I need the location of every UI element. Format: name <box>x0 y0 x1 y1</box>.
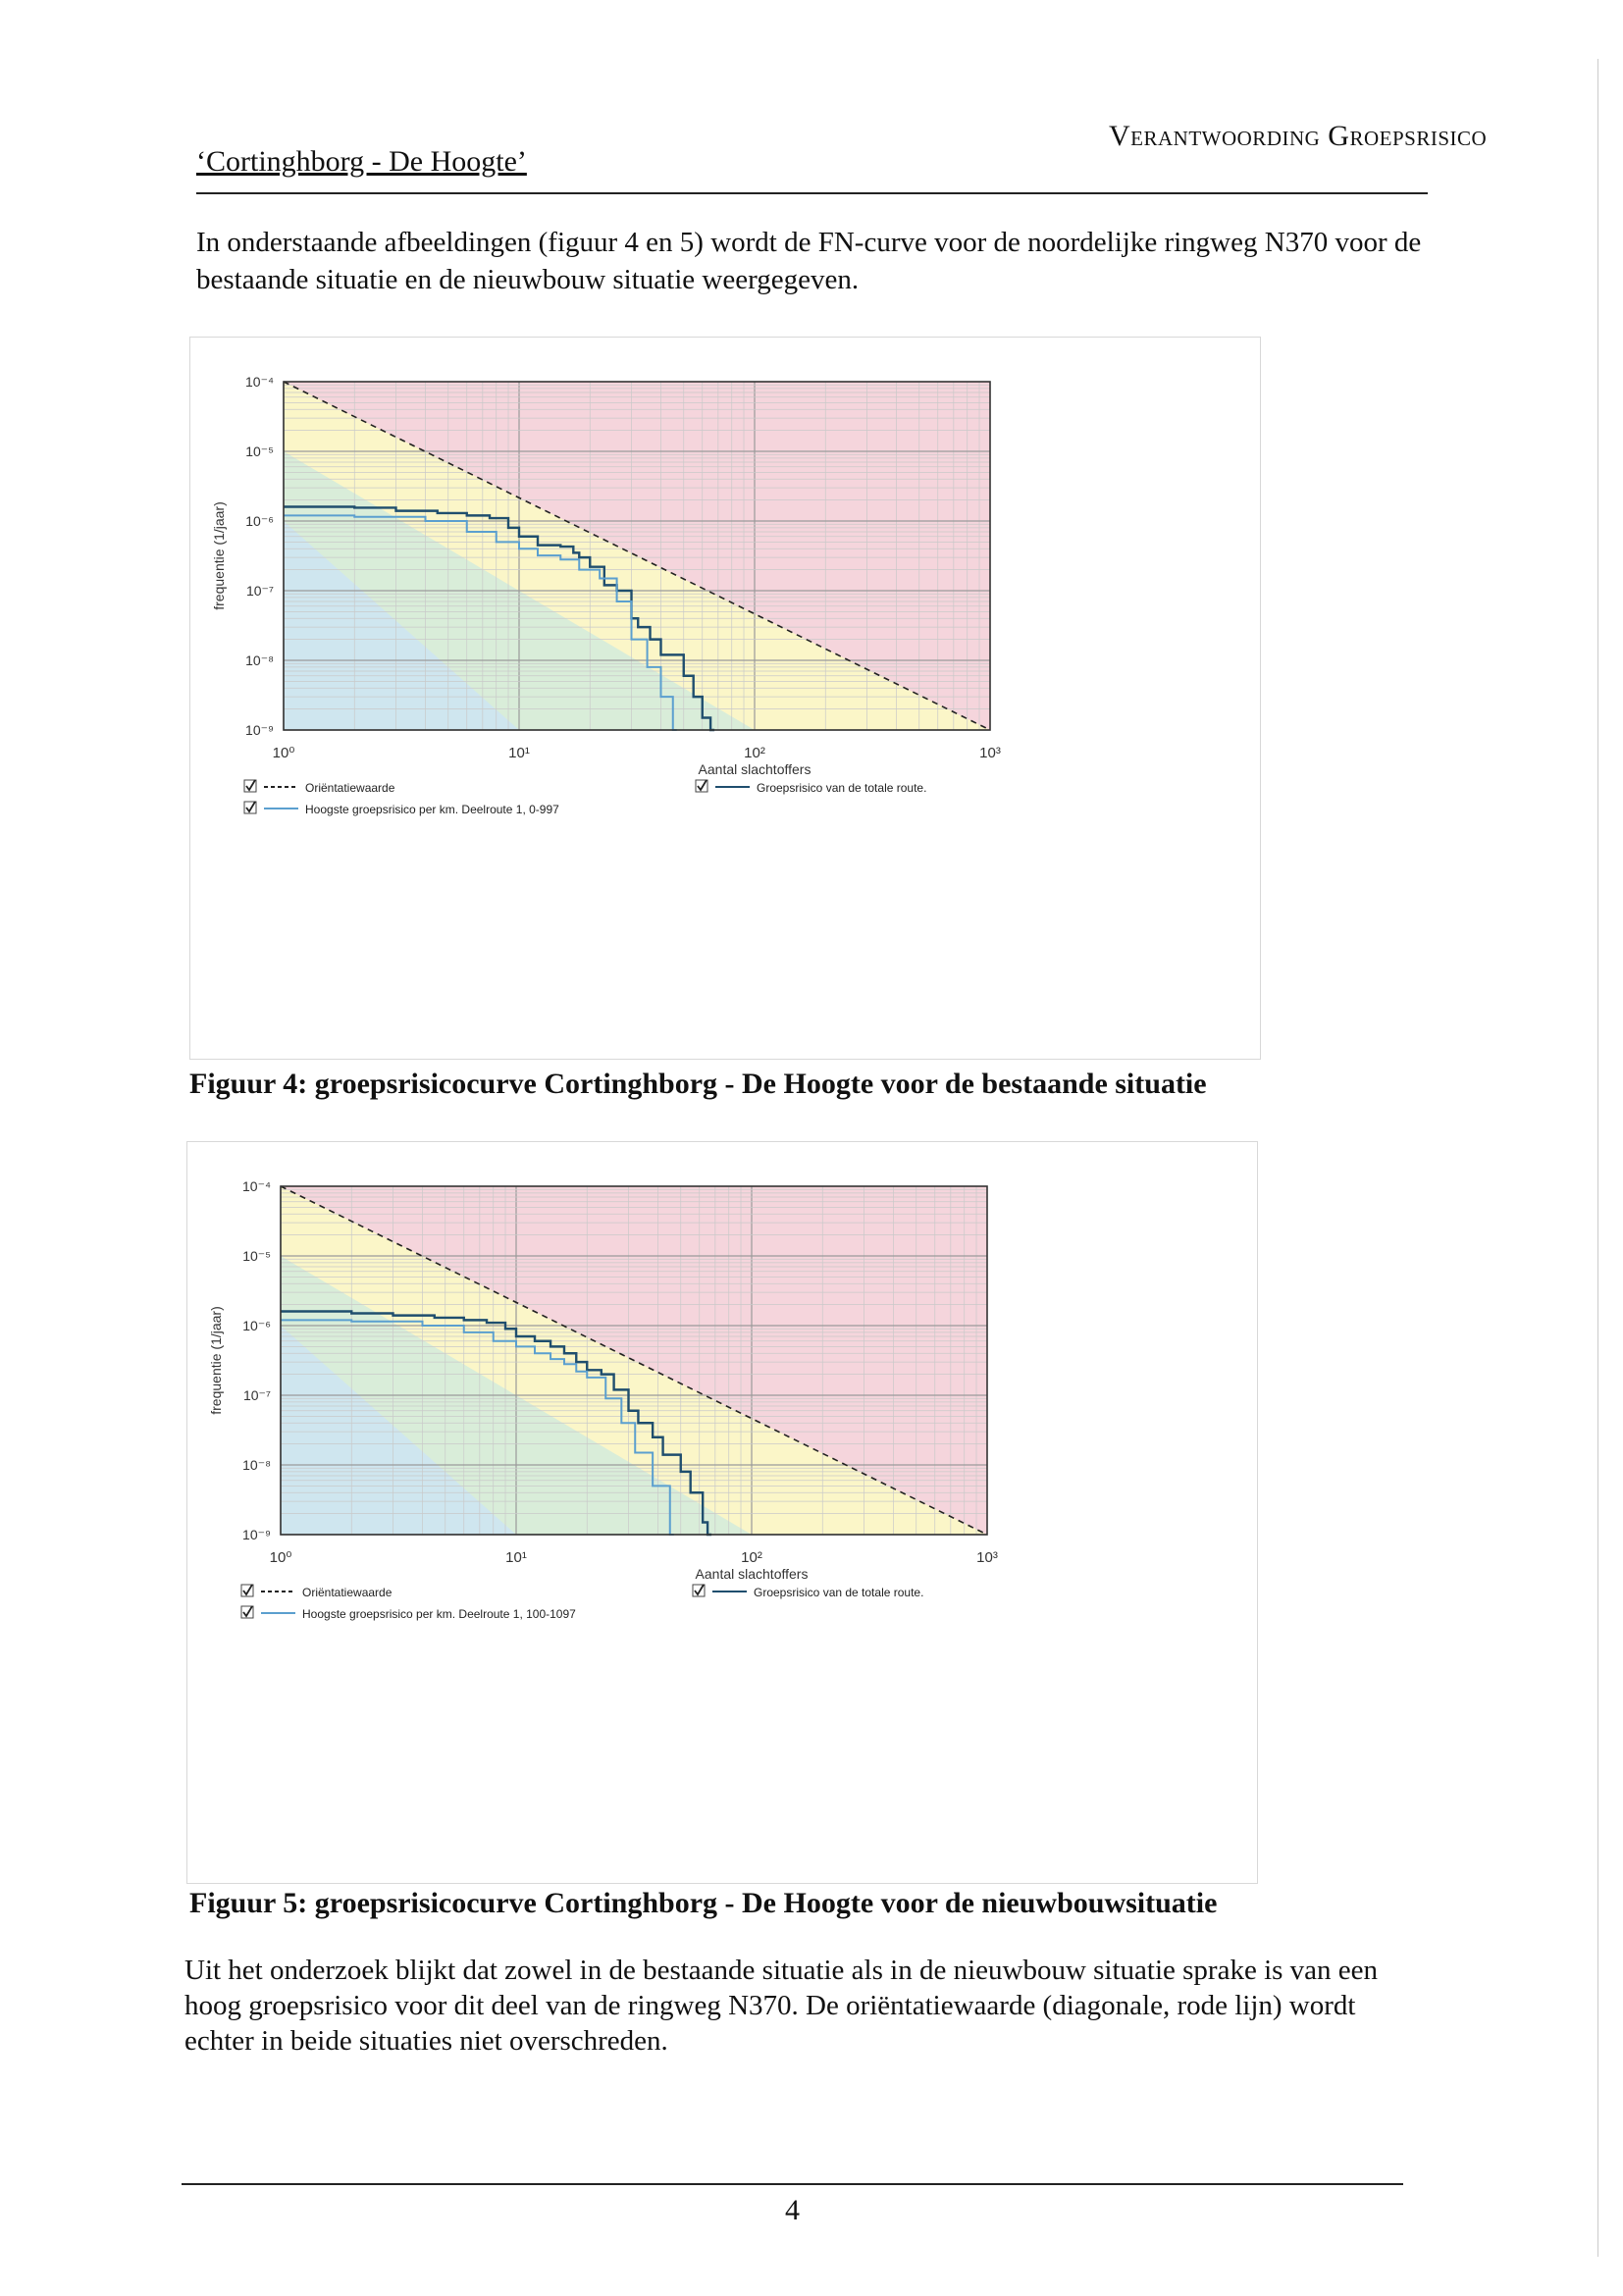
legend-orientatiewaarde: Oriëntatiewaarde <box>240 1584 393 1599</box>
figure-5-caption: Figuur 5: groepsrisicocurve Cortinghborg… <box>189 1887 1218 1919</box>
legend-label: Groepsrisico van de totale route. <box>754 1586 923 1599</box>
check-icon <box>242 1605 253 1618</box>
check-icon <box>245 779 256 792</box>
x-tick-label: 10¹ <box>505 1549 527 1566</box>
y-tick-label: 10⁻⁹ <box>245 722 274 738</box>
fn-curve-bestaande-situatie: 10⁻⁴ 10⁻⁵ 10⁻⁶ 10⁻⁷ 10⁻⁸ 10⁻⁹ 10⁰ 10¹ 10² 10³ freq… <box>211 374 1001 816</box>
legend-totale-route: Groepsrisico van de totale route. <box>695 779 926 795</box>
hoogste-groepsrisico-curve <box>281 1319 674 1536</box>
legend: Oriëntatiewaarde Hoogste groepsrisico per… <box>243 779 926 816</box>
plot-border <box>280 1185 988 1536</box>
x-tick-label: 10⁰ <box>270 1549 292 1566</box>
y-tick-label: 10⁻⁷ <box>246 583 274 599</box>
x-tick-label: 10² <box>744 745 765 761</box>
x-tick-label: 10¹ <box>508 745 530 761</box>
check-icon <box>242 1584 253 1596</box>
legend-label: Oriëntatiewaarde <box>302 1586 393 1599</box>
hoogste-groepsrisico-curve <box>284 514 677 731</box>
conclusion-paragraph: Uit het onderzoek blijkt dat zowel in de… <box>184 1955 1379 2057</box>
intro-paragraph: In onderstaande afbeeldingen (figuur 4 e… <box>196 227 1422 295</box>
y-tick-label: 10⁻⁵ <box>242 1248 271 1264</box>
groepsrisico-totale-route-curve <box>281 1310 712 1537</box>
legend-hoogste-groepsrisico: Hoogste groepsrisico per km. Deelroute 1… <box>240 1605 576 1621</box>
plot-border <box>283 381 991 731</box>
page-number: 4 <box>785 2194 800 2226</box>
header-rule <box>196 192 1428 194</box>
legend-label: Groepsrisico van de totale route. <box>757 781 926 795</box>
y-tick-label: 10⁻⁴ <box>245 374 274 390</box>
legend: Oriëntatiewaarde Hoogste groepsrisico per… <box>240 1584 923 1621</box>
figure-5-chart: 10⁻⁴ 10⁻⁵ 10⁻⁶ 10⁻⁷ 10⁻⁸ 10⁻⁹ 10⁰ 10¹ 10² 10³ freq… <box>186 1141 1258 1884</box>
groepsrisico-totale-route-curve <box>284 505 715 732</box>
legend-orientatiewaarde: Oriëntatiewaarde <box>243 779 395 795</box>
y-tick-label: 10⁻⁵ <box>245 444 274 459</box>
y-tick-label: 10⁻⁶ <box>242 1318 271 1333</box>
y-tick-label: 10⁻⁹ <box>242 1527 271 1542</box>
zone-blue <box>284 521 519 730</box>
legend-hoogste-groepsrisico: Hoogste groepsrisico per km. Deelroute 1… <box>243 801 559 816</box>
grid <box>283 382 990 731</box>
figure-4-chart: 10⁻⁴ 10⁻⁵ 10⁻⁶ 10⁻⁷ 10⁻⁸ 10⁻⁹ 10⁰ 10¹ 10² 10³ freq… <box>189 337 1261 1060</box>
y-tick-label: 10⁻⁶ <box>245 513 274 529</box>
orientatiewaarde-line <box>280 1185 988 1536</box>
x-tick-label: 10³ <box>976 1549 998 1566</box>
y-axis-label: frequentie (1/jaar) <box>208 1306 224 1415</box>
legend-totale-route: Groepsrisico van de totale route. <box>692 1584 923 1599</box>
figure-4-caption: Figuur 4: groepsrisicocurve Cortinghborg… <box>189 1068 1207 1100</box>
header-project: ‘Cortinghborg - De Hoogte’ <box>196 145 527 178</box>
check-icon <box>697 779 707 792</box>
zone-blue <box>281 1326 516 1535</box>
footer-rule <box>182 2183 1403 2185</box>
x-axis-label: Aantal slachtoffers <box>699 761 812 777</box>
fn-curve-nieuwbouwsituatie: 10⁻⁴ 10⁻⁵ 10⁻⁶ 10⁻⁷ 10⁻⁸ 10⁻⁹ 10⁰ 10¹ 10² 10³ freq… <box>208 1178 998 1621</box>
legend-label: Hoogste groepsrisico per km. Deelroute 1… <box>302 1607 576 1621</box>
y-tick-label: 10⁻⁸ <box>245 652 274 668</box>
legend-label: Oriëntatiewaarde <box>305 781 395 795</box>
y-tick-label: 10⁻⁸ <box>242 1457 271 1473</box>
x-tick-label: 10⁰ <box>273 745 295 761</box>
page-edge-line <box>1597 59 1598 2257</box>
legend-label: Hoogste groepsrisico per km. Deelroute 1… <box>305 803 559 816</box>
orientatiewaarde-line <box>283 381 991 731</box>
y-axis-label: frequentie (1/jaar) <box>211 501 227 610</box>
check-icon <box>694 1584 705 1596</box>
x-axis-label: Aantal slachtoffers <box>696 1566 809 1582</box>
x-tick-label: 10² <box>741 1549 762 1566</box>
header-title: Verantwoording Groepsrisico <box>1109 120 1488 152</box>
check-icon <box>245 801 256 813</box>
x-tick-label: 10³ <box>979 745 1001 761</box>
y-tick-label: 10⁻⁷ <box>243 1387 271 1403</box>
y-tick-label: 10⁻⁴ <box>242 1178 271 1194</box>
